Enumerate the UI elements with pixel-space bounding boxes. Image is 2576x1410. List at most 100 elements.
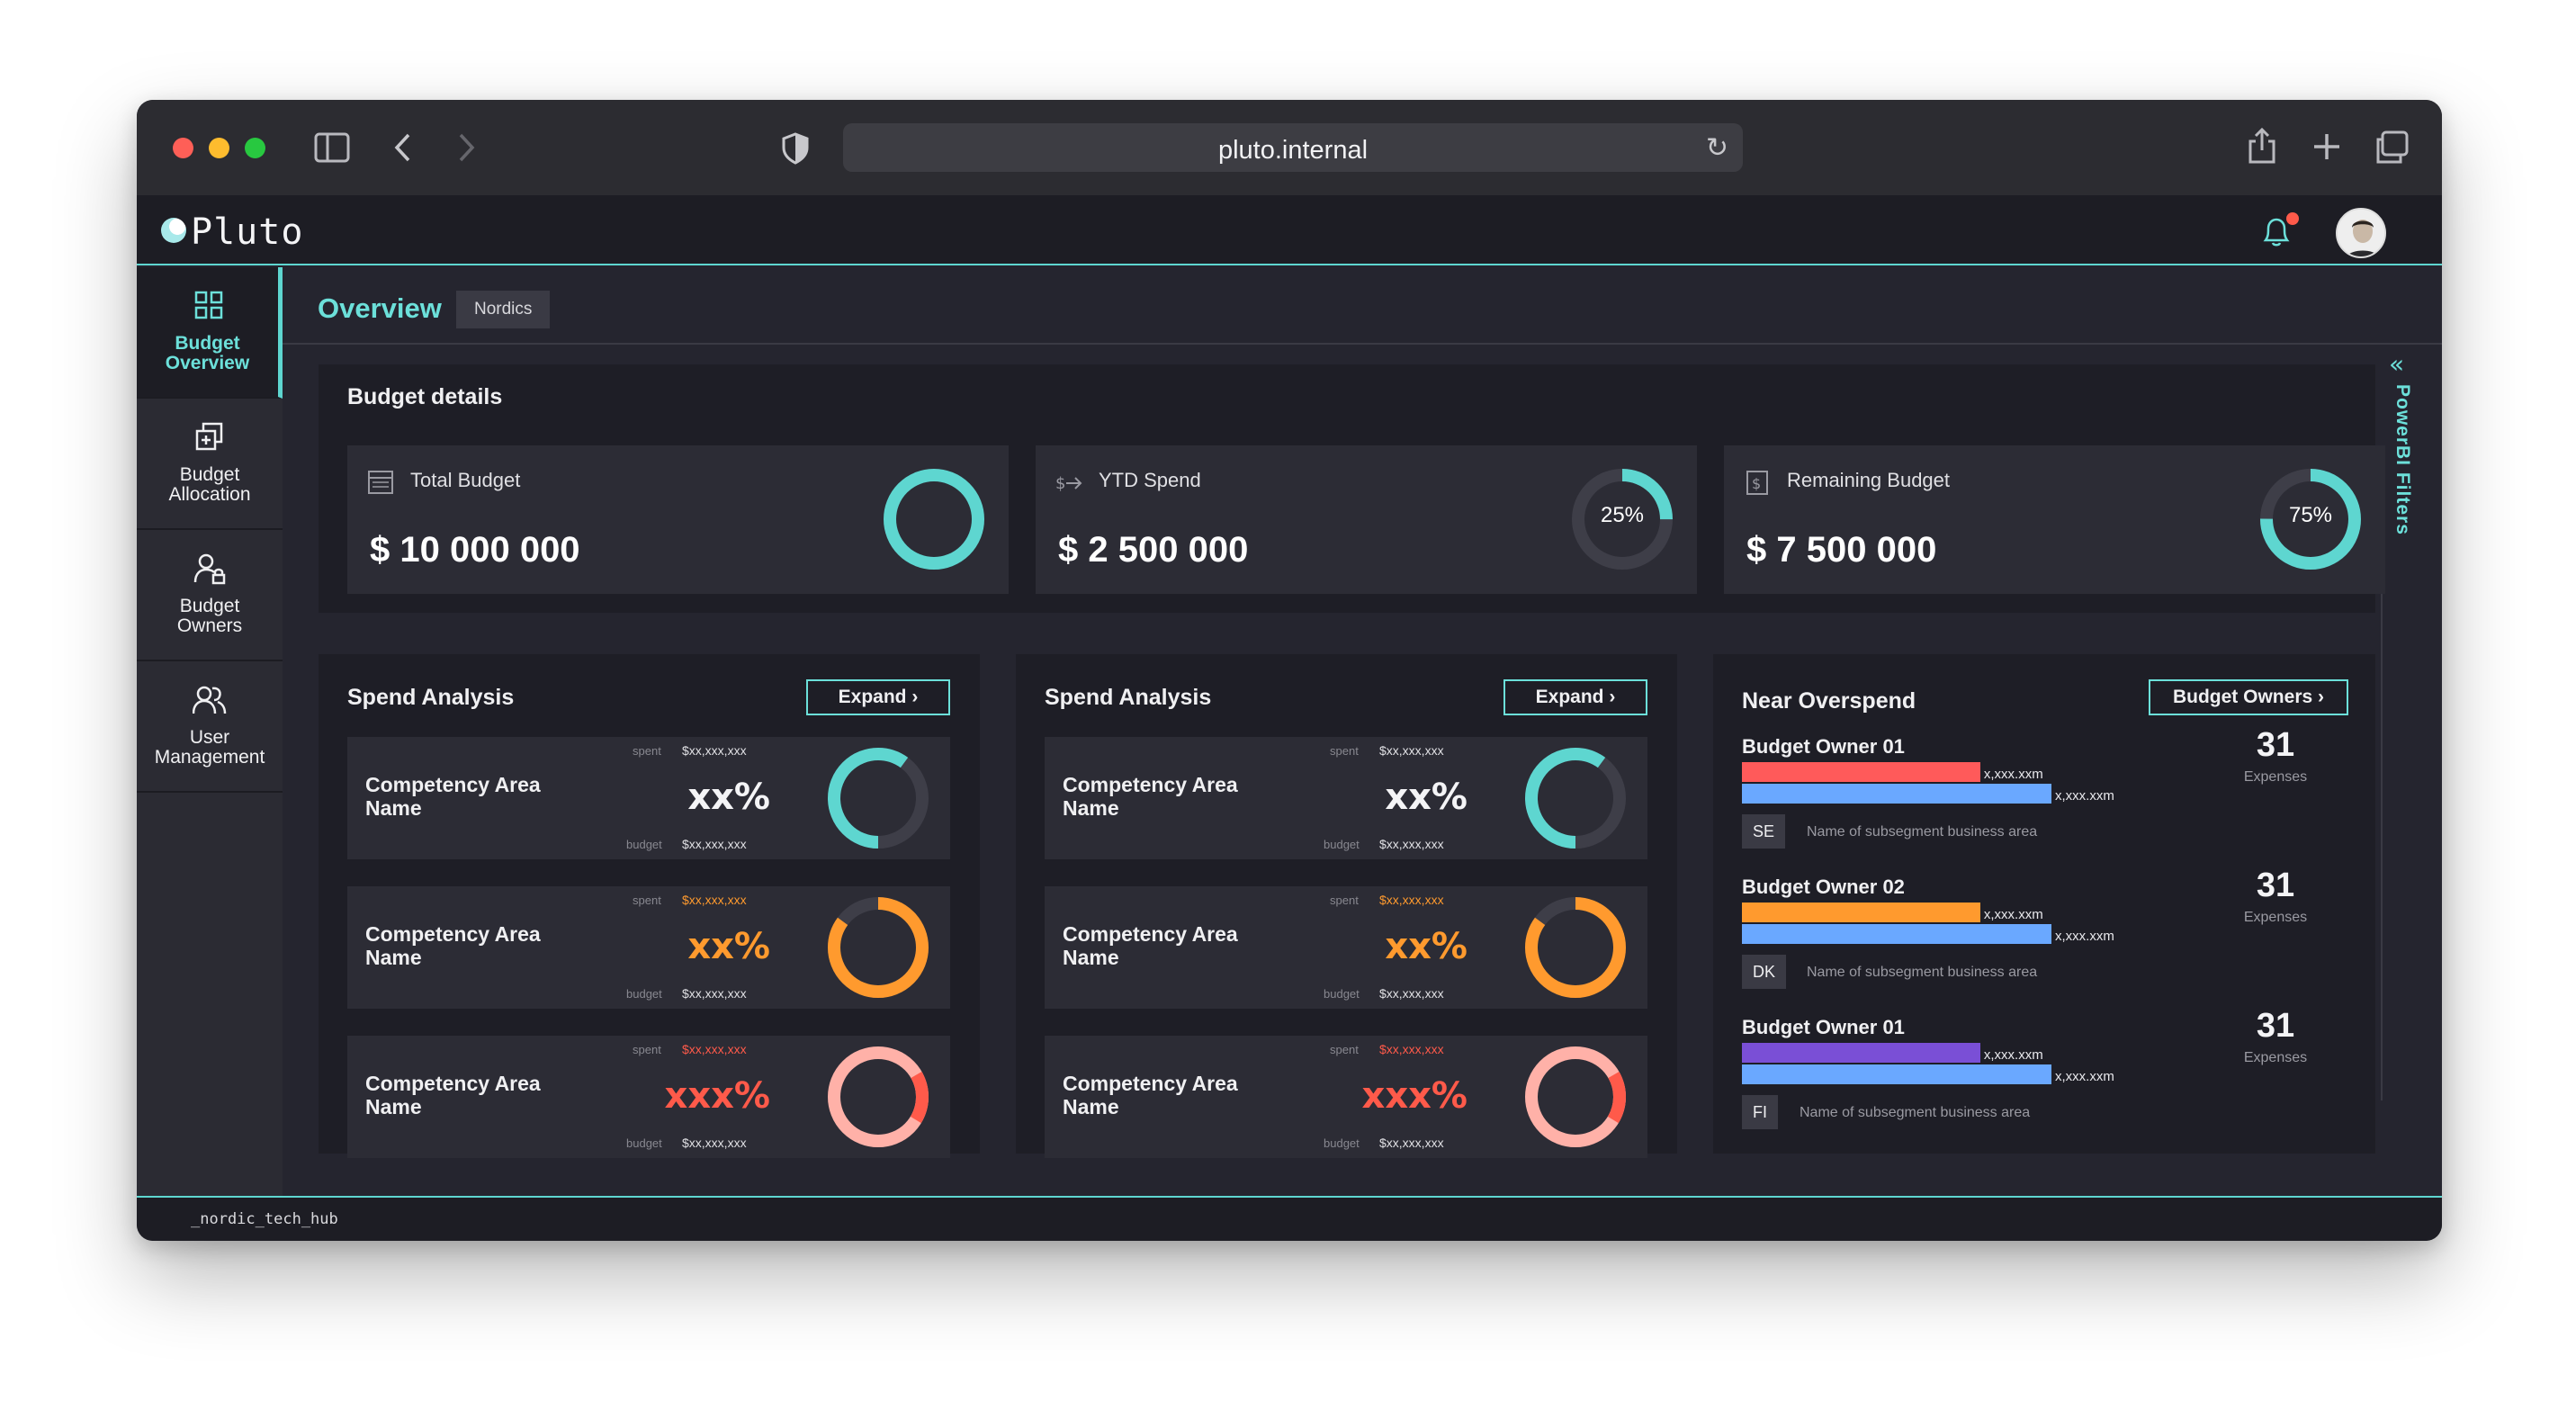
expenses-label: Expenses <box>2243 910 2308 925</box>
spent-label: spent <box>1330 894 1359 907</box>
shield-icon[interactable] <box>781 132 810 165</box>
reload-icon[interactable]: ↻ <box>1705 132 1728 164</box>
spend-ring-chart <box>828 748 929 849</box>
app-name[interactable]: Pluto <box>191 211 304 253</box>
expand-button[interactable]: Expand › <box>1503 679 1647 715</box>
transfer-dollar-icon: $ <box>1055 474 1082 493</box>
competency-name: Competency Area Name <box>365 1072 541 1118</box>
sidebar-toggle-icon[interactable] <box>314 132 350 163</box>
budget-bar <box>1742 784 2051 804</box>
forward-icon[interactable] <box>457 132 477 163</box>
url-text: pluto.internal <box>1217 136 1369 165</box>
app-header: Pluto <box>137 195 2442 265</box>
expand-button[interactable]: Expand › <box>806 679 950 715</box>
kpi-value: $ 2 500 000 <box>1058 530 1249 570</box>
budget-value: $xx,xxx,xxx <box>1379 837 1444 851</box>
competency-row[interactable]: Competency Area Name spent $xx,xxx,xxx xx% b… <box>347 737 950 859</box>
chevron-right-icon: › <box>2318 687 2325 707</box>
competency-name: Competency Area Name <box>1063 773 1238 820</box>
expenses-count: 31 <box>2256 726 2295 764</box>
competency-percent: xxx% <box>1361 1075 1468 1117</box>
budget-owners-button[interactable]: Budget Owners › <box>2149 679 2348 715</box>
segment-badge[interactable]: DK <box>1742 955 1787 989</box>
tabs-icon[interactable] <box>2374 130 2410 165</box>
competency-row[interactable]: Competency Area Name spent $xx,xxx,xxx xxx%… <box>1045 1036 1647 1158</box>
ring-overflow <box>828 1046 929 1147</box>
spend-ring-chart <box>828 1046 929 1147</box>
zoom-window-button[interactable] <box>245 138 265 158</box>
budget-bar <box>1742 924 2051 944</box>
budget-bar-value: x,xxx.xxm <box>2055 788 2114 804</box>
spent-value: $xx,xxx,xxx <box>1379 743 1444 758</box>
pluto-logo-icon <box>161 218 186 243</box>
dollar-bill-icon: $ <box>1746 471 1768 495</box>
chevron-right-icon: › <box>911 687 919 707</box>
page-header: Overview Nordics <box>283 267 2442 345</box>
notification-bell-icon[interactable] <box>2258 213 2294 249</box>
competency-name: Competency Area Name <box>1063 1072 1238 1118</box>
sidebar-item-label: User Management <box>154 727 265 768</box>
minimize-window-button[interactable] <box>209 138 229 158</box>
sidebar-item-user-management[interactable]: User Management <box>137 661 283 793</box>
budget-value: $xx,xxx,xxx <box>1379 1136 1444 1150</box>
region-badge[interactable]: Nordics <box>456 291 551 328</box>
svg-text:$: $ <box>1055 474 1065 493</box>
segment-name: Name of subsegment business area <box>1807 824 2038 840</box>
budget-bar-value: x,xxx.xxm <box>2055 929 2114 944</box>
sidebar-item-budget-overview[interactable]: Budget Overview <box>137 267 283 399</box>
chevron-right-icon: › <box>1609 687 1616 707</box>
kpi-value: $ 10 000 000 <box>370 530 580 570</box>
budget-owner-name: Budget Owner 02 <box>1742 876 1905 898</box>
expand-label: Expand <box>1535 687 1604 707</box>
user-avatar[interactable] <box>2336 208 2386 258</box>
collapse-filters-icon[interactable]: « <box>2389 349 2405 379</box>
filters-divider <box>2381 543 2383 1100</box>
expenses-count: 31 <box>2256 867 2295 904</box>
competency-row[interactable]: Competency Area Name spent $xx,xxx,xxx xxx%… <box>347 1036 950 1158</box>
spent-bar <box>1742 903 1980 922</box>
new-tab-icon[interactable] <box>2312 132 2341 161</box>
expand-label: Expand <box>838 687 907 707</box>
budget-owner-name: Budget Owner 01 <box>1742 735 1905 758</box>
spent-bar-value: x,xxx.xxm <box>1983 767 2043 782</box>
powerbi-filters-tab[interactable]: PowerBI Filters <box>2388 384 2424 654</box>
address-bar[interactable]: pluto.internal ↻ <box>843 123 1743 172</box>
expenses-label: Expenses <box>2243 769 2308 785</box>
close-window-button[interactable] <box>173 138 193 158</box>
share-icon[interactable] <box>2247 127 2277 165</box>
back-icon[interactable] <box>392 132 412 163</box>
segment-name: Name of subsegment business area <box>1807 965 2038 980</box>
spend-analysis-panel: Spend Analysis Expand › Competency Area … <box>319 654 980 1158</box>
competency-percent: xx% <box>687 777 770 818</box>
segment-badge[interactable]: FI <box>1742 1095 1778 1129</box>
budget-label: budget <box>1324 838 1360 851</box>
sidebar-item-label: Budget Owners <box>176 596 243 636</box>
spent-bar <box>1742 762 1980 782</box>
spent-label: spent <box>1330 1043 1359 1056</box>
spent-bar-value: x,xxx.xxm <box>1983 1047 2043 1063</box>
grid-icon <box>194 291 223 319</box>
competency-row[interactable]: Competency Area Name spent $xx,xxx,xxx xx% b… <box>1045 737 1647 859</box>
sidebar-item-budget-owners[interactable]: Budget Owners <box>137 530 283 661</box>
kpi-card-remaining-budget: $ Remaining Budget $ 7 500 000 75% <box>1724 445 2385 594</box>
competency-row[interactable]: Competency Area Name spent $xx,xxx,xxx xx% b… <box>347 886 950 1009</box>
footer-brand: _nordic_tech_hub <box>191 1210 338 1228</box>
segment-badge[interactable]: SE <box>1742 814 1786 849</box>
ring-progress <box>828 897 929 998</box>
kpi-label: YTD Spend <box>1099 469 1201 491</box>
spend-ring-chart <box>1525 1046 1626 1147</box>
kpi-ring-percent: 25% <box>1600 503 1645 527</box>
competency-row[interactable]: Competency Area Name spent $xx,xxx,xxx xx% b… <box>1045 886 1647 1009</box>
spent-label: spent <box>633 894 661 907</box>
sidebar-item-budget-allocation[interactable]: Budget Allocation <box>137 399 283 530</box>
stack-icon <box>195 422 223 451</box>
ring-progress <box>828 1046 929 1147</box>
near-overspend-title: Near Overspend <box>1742 688 1916 714</box>
spend-analysis-title: Spend Analysis <box>347 685 515 710</box>
budget-value: $xx,xxx,xxx <box>682 986 747 1001</box>
spent-value: $xx,xxx,xxx <box>682 893 747 907</box>
budget-label: budget <box>1324 1136 1360 1150</box>
competency-name: Competency Area Name <box>365 922 541 969</box>
kpi-ring-chart <box>884 469 984 570</box>
ring-progress <box>1525 1046 1626 1147</box>
